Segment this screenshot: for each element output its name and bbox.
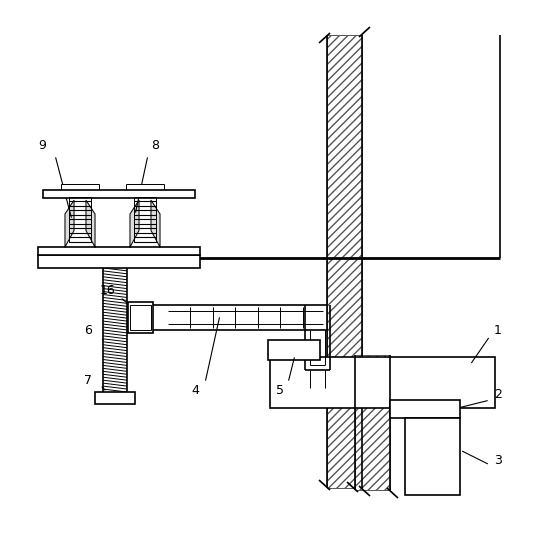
Bar: [268, 340, 320, 360]
Text: 4: 4: [191, 384, 199, 396]
Bar: [95, 392, 135, 404]
Bar: [126, 184, 164, 192]
Bar: [327, 35, 362, 488]
Bar: [38, 255, 200, 268]
Bar: [327, 35, 362, 488]
Text: 16: 16: [100, 284, 116, 296]
Text: 8: 8: [151, 139, 159, 151]
Bar: [43, 190, 195, 198]
Bar: [270, 357, 495, 408]
Text: 1: 1: [494, 324, 502, 337]
Polygon shape: [151, 200, 160, 247]
Text: 7: 7: [84, 373, 92, 386]
Bar: [69, 197, 91, 242]
Bar: [61, 184, 99, 192]
Text: 9: 9: [38, 139, 46, 151]
Text: 2: 2: [494, 388, 502, 401]
Polygon shape: [130, 200, 139, 247]
Bar: [390, 400, 460, 418]
Bar: [130, 305, 151, 330]
Text: 3: 3: [494, 454, 502, 467]
Text: 5: 5: [276, 384, 284, 396]
Polygon shape: [86, 200, 95, 247]
Bar: [103, 262, 127, 392]
Bar: [134, 197, 156, 242]
Bar: [355, 355, 390, 490]
Polygon shape: [65, 200, 74, 247]
Bar: [38, 247, 200, 255]
Bar: [405, 418, 460, 495]
Bar: [128, 302, 153, 333]
Text: 6: 6: [84, 324, 92, 337]
Bar: [355, 355, 390, 490]
